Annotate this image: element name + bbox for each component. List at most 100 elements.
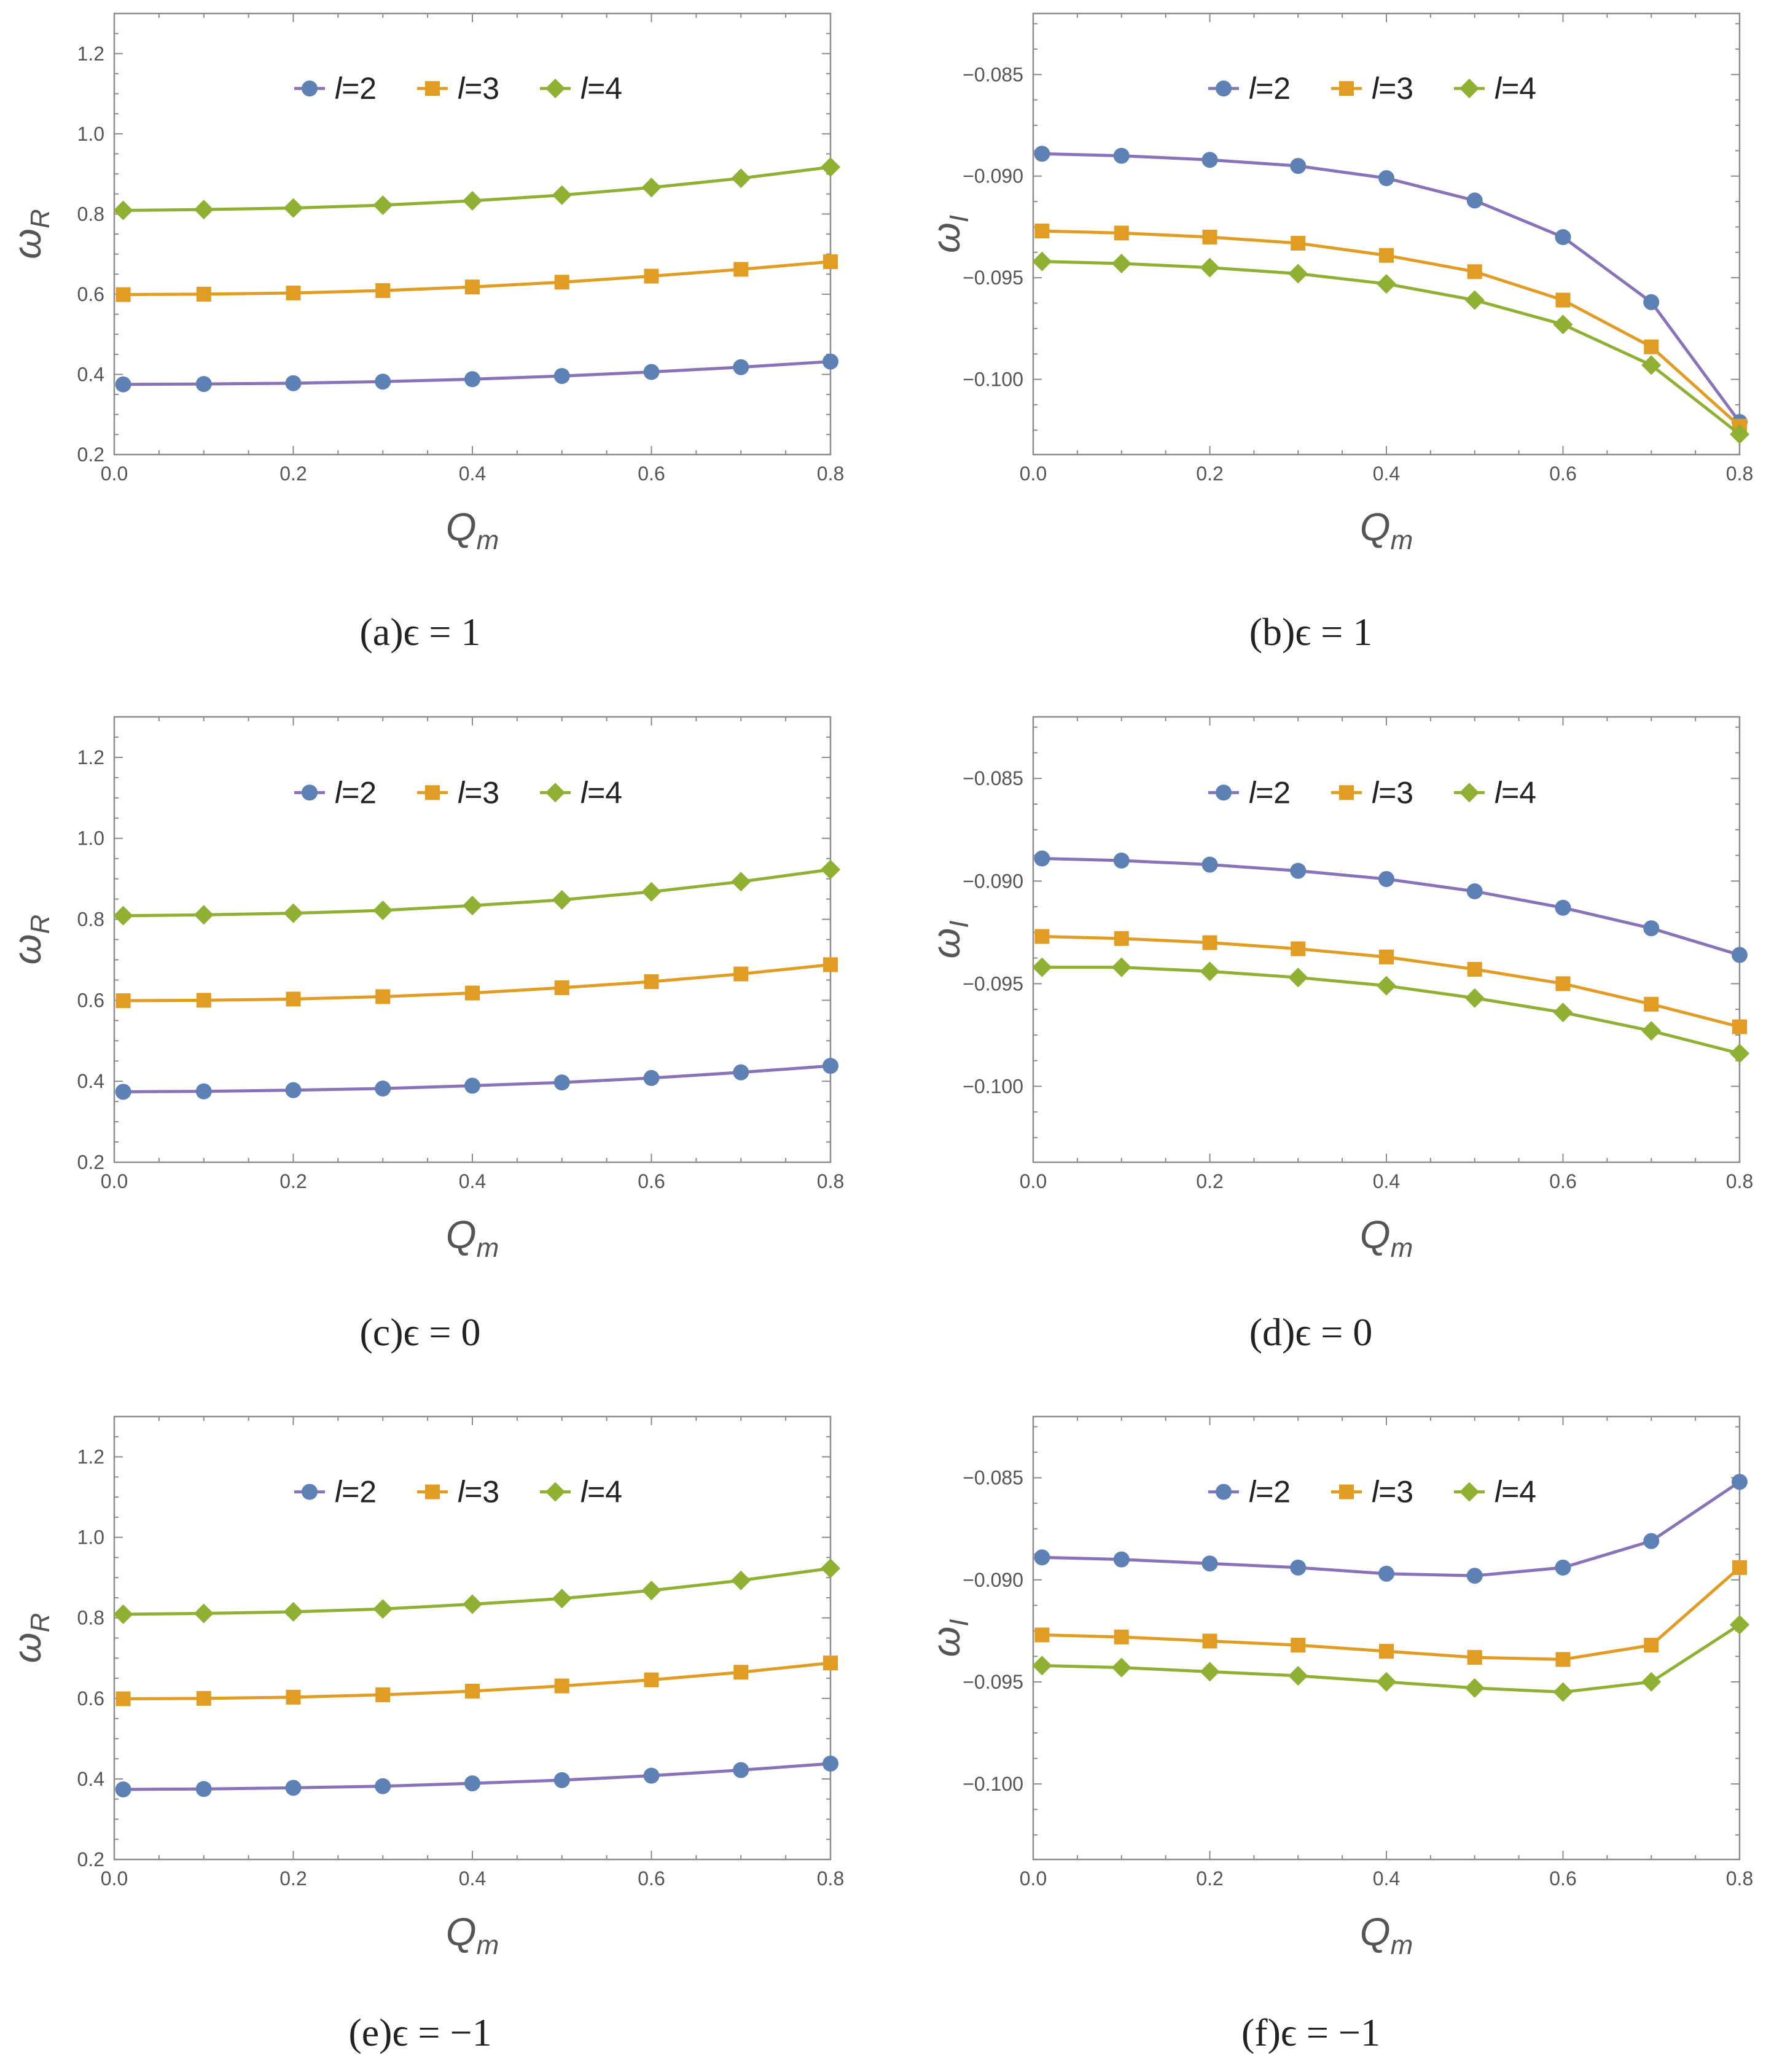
data-point-l=2 [1113,1551,1130,1568]
data-point-l=2 [1643,294,1660,310]
data-point-l=4 [1377,274,1396,294]
data-point-l=2 [1555,899,1571,916]
legend-item-l=2: l=2 [294,775,377,810]
legend-label: l=2 [335,775,377,810]
data-point-l=4 [1730,1043,1749,1063]
x-tick-label: 0.4 [459,463,486,485]
y-tick-label: 0.8 [77,203,104,225]
data-point-l=4 [463,896,482,916]
data-point-l=4 [731,872,751,892]
data-point-l=4 [552,1589,572,1609]
legend-marker [1459,783,1479,803]
panel-caption-f: (f)ϵ = −1 [1241,2011,1380,2054]
data-point-l=3 [1732,1560,1747,1575]
x-axis-label: Qm [446,505,499,555]
panel-b: 0.0 0.2 0.4 0.6 0.8 −0.085 −0.090 −0.095 −0.100 l… [924,12,1753,555]
data-point-l=4 [1200,961,1220,982]
data-point-l=2 [643,364,660,380]
data-point-l=4 [1288,1665,1308,1686]
x-tick-label: 0.4 [1373,1170,1400,1192]
x-tick-label: 0.6 [1549,463,1576,485]
panel-a: 0.0 0.2 0.4 0.6 0.80.20.40.60.81.01.2l=2 l=3 l… [5,12,844,555]
data-point-l=3 [554,1678,569,1694]
data-point-l=4 [1641,1671,1662,1692]
legend-marker [1216,1484,1232,1500]
data-point-l=4 [193,200,214,220]
data-point-l=2 [1378,870,1394,887]
data-point-l=2 [285,375,302,391]
data-point-l=2 [464,371,480,388]
y-tick-label: 0.8 [77,1607,104,1629]
x-axis-label: Qm [1360,505,1413,555]
y-axis-label: ωI [924,1619,974,1657]
data-point-l=2 [375,1778,391,1794]
panel-c: 0.0 0.2 0.4 0.6 0.80.20.40.60.81.01.2l=2 l=3 l… [5,716,844,1263]
data-point-l=3 [1644,1638,1659,1653]
x-tick-label: 0.8 [1726,1170,1753,1192]
data-point-l=4 [193,1603,214,1624]
legend-item-l=2: l=2 [1208,775,1291,810]
data-point-l=3 [1291,235,1306,251]
legend-marker [1216,80,1232,97]
legend-label: l=4 [1494,775,1536,810]
data-point-l=2 [1201,856,1218,873]
data-point-l=3 [1034,1627,1050,1643]
data-point-l=4 [1553,1003,1573,1023]
x-tick-label: 0.8 [817,463,844,485]
legend-item-l=3: l=3 [1331,1475,1413,1509]
data-point-l=4 [731,1570,751,1590]
legend-marker [1339,81,1354,96]
y-tick-label: 0.4 [77,363,104,385]
data-point-l=3 [1202,1633,1217,1649]
x-tick-label: 0.8 [817,1867,844,1890]
data-point-l=2 [822,1058,838,1074]
y-tick-label: 1.2 [77,746,104,768]
data-point-l=4 [1111,1657,1131,1678]
series-line-l=4 [1042,966,1740,1055]
data-point-l=4 [821,157,840,177]
data-point-l=4 [113,200,133,221]
data-point-l=4 [1200,1662,1220,1682]
y-tick-label: −0.085 [963,767,1023,789]
y-axis-label: ωR [5,915,55,965]
data-point-l=3 [1644,996,1659,1012]
data-point-l=2 [1034,146,1050,162]
x-axis-label: Qm [446,1910,499,1960]
legend-label: l=3 [1372,775,1413,810]
legend-label: l=2 [1249,1475,1291,1509]
data-point-l=2 [1113,852,1130,869]
legend-item-l=4: l=4 [1454,775,1536,810]
legend-marker [302,80,318,97]
data-point-l=3 [1555,292,1571,308]
legend-marker [545,783,565,803]
data-point-l=2 [1643,1533,1660,1549]
data-point-l=3 [644,268,659,284]
data-point-l=4 [552,185,572,205]
data-point-l=2 [1466,192,1483,209]
data-point-l=3 [1114,1629,1129,1644]
data-point-l=3 [733,262,749,277]
y-tick-label: −0.095 [963,972,1023,995]
data-point-l=2 [464,1775,480,1792]
data-point-l=2 [1290,158,1307,174]
data-point-l=4 [1730,1614,1749,1635]
y-axis-label: ωI [924,920,974,958]
legend-item-l=3: l=3 [417,1475,499,1509]
data-point-l=3 [1291,1638,1306,1653]
data-point-l=4 [1553,1682,1573,1702]
data-point-l=3 [554,275,569,290]
y-tick-label: −0.090 [963,165,1023,187]
data-point-l=2 [553,1772,570,1788]
data-point-l=3 [1291,941,1306,956]
data-point-l=3 [823,1656,838,1671]
data-point-l=3 [1034,224,1050,239]
data-point-l=4 [1641,1021,1662,1041]
data-point-l=3 [644,974,659,990]
data-point-l=4 [1464,1678,1485,1698]
data-point-l=4 [1641,355,1662,375]
x-tick-label: 0.0 [101,463,128,485]
legend-label: l=2 [1249,775,1291,810]
y-tick-label: 1.2 [77,1446,104,1468]
legend-label: l=4 [580,1475,622,1509]
